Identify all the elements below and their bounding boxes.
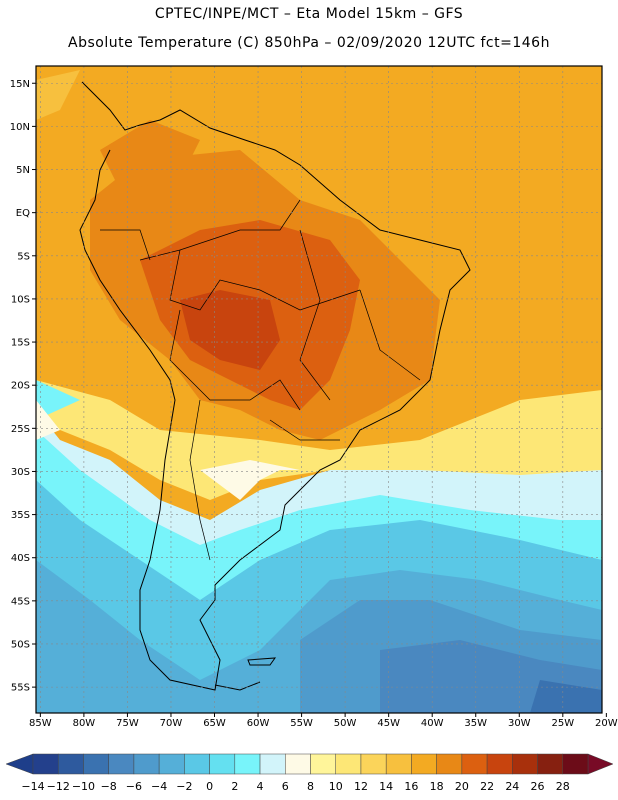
colorbar: −14 −12 −10 −8 −6 −4 −2 0 2 4 6 8 10 12 14 16 18 20 22 24 26… xyxy=(5,753,614,793)
colorbar-swatch xyxy=(411,753,437,775)
lat-label: 25S xyxy=(11,424,30,435)
colorbar-label: 16 xyxy=(404,780,418,793)
lon-label: 35W xyxy=(464,718,487,729)
lon-label: 65W xyxy=(203,718,226,729)
colorbar-label: 12 xyxy=(354,780,368,793)
colorbar-label: 8 xyxy=(307,780,314,793)
lon-label: 25W xyxy=(552,718,575,729)
lat-label: 50S xyxy=(11,639,30,650)
lon-label: 85W xyxy=(29,718,52,729)
colorbar-swatch xyxy=(209,753,236,775)
colorbar-swatch xyxy=(285,753,311,775)
lon-label: 70W xyxy=(160,718,183,729)
lon-label: 55W xyxy=(290,718,313,729)
lon-label: 60W xyxy=(247,718,270,729)
country-borders xyxy=(100,199,421,561)
colorbar-label: 24 xyxy=(505,780,519,793)
lat-label: 45S xyxy=(11,596,30,607)
colorbar-swatch xyxy=(108,753,135,775)
colorbar-label: −2 xyxy=(176,780,192,793)
longitude-labels: 85W 80W 75W 70W 65W 60W 55W 50W 45W 40W 35W 30W 25W 2… xyxy=(29,713,618,729)
colorbar-swatch xyxy=(360,753,387,775)
colorbar-swatch xyxy=(310,753,336,775)
colorbar-swatch xyxy=(57,753,84,775)
colorbar-swatch xyxy=(436,753,463,775)
lat-label: 20S xyxy=(11,381,30,392)
colorbar-swatch xyxy=(259,753,286,775)
colorbar-label: 10 xyxy=(329,780,343,793)
colorbar-swatch xyxy=(486,753,513,775)
colorbar-label: 18 xyxy=(430,780,444,793)
lat-label: 10S xyxy=(11,294,30,305)
gridlines xyxy=(36,66,602,713)
colorbar-label: 20 xyxy=(455,780,469,793)
colorbar-swatch xyxy=(184,753,210,775)
colorbar-label: 28 xyxy=(556,780,570,793)
colorbar-swatch xyxy=(133,753,160,775)
colorbar-low-arrow xyxy=(5,753,34,775)
colorbar-label: −8 xyxy=(101,780,117,793)
lat-label: 5S xyxy=(17,251,30,262)
colorbar-label: 22 xyxy=(480,780,494,793)
lat-label: EQ xyxy=(16,208,30,219)
title-line-2: Absolute Temperature (C) 850hPa – 02/09/… xyxy=(68,35,550,51)
colorbar-swatch xyxy=(562,753,589,775)
colorbar-label: 2 xyxy=(231,780,238,793)
colorbar-label: 14 xyxy=(379,780,393,793)
lon-label: 30W xyxy=(508,718,531,729)
lon-label: 50W xyxy=(334,718,357,729)
lat-label: 35S xyxy=(11,510,30,521)
colorbar-label: −10 xyxy=(72,780,95,793)
coastline xyxy=(79,81,471,691)
colorbar-swatch xyxy=(83,753,109,775)
lat-label: 10N xyxy=(10,122,30,133)
colorbar-high-arrow xyxy=(587,753,614,775)
colorbar-label: −12 xyxy=(47,780,70,793)
lon-label: 75W xyxy=(116,718,139,729)
temperature-field xyxy=(36,66,602,713)
title-line-1: CPTEC/INPE/MCT – Eta Model 15km – GFS xyxy=(154,6,464,22)
lon-label: 20W xyxy=(595,718,618,729)
colorbar-label: 6 xyxy=(282,780,289,793)
colorbar-swatch xyxy=(234,753,261,775)
colorbar-swatch xyxy=(158,753,185,775)
lon-label: 45W xyxy=(377,718,400,729)
lat-label: 5N xyxy=(16,165,30,176)
colorbar-label: 4 xyxy=(257,780,264,793)
latitude-labels: 15N 10N 5N EQ 5S 10S 15S 20S 25S 30S 35S 40S 45S 50S 5… xyxy=(10,79,36,694)
colorbar-swatch xyxy=(385,753,412,775)
lat-label: 30S xyxy=(11,467,30,478)
lat-label: 40S xyxy=(11,553,30,564)
colorbar-swatch xyxy=(32,753,59,775)
colorbar-swatch xyxy=(461,753,488,775)
colorbar-label: 26 xyxy=(531,780,545,793)
colorbar-label: −14 xyxy=(21,780,44,793)
map-frame xyxy=(35,65,603,714)
lat-label: 55S xyxy=(11,683,30,694)
lat-label: 15S xyxy=(11,338,30,349)
colorbar-swatch xyxy=(537,753,564,775)
lon-label: 40W xyxy=(421,718,444,729)
lon-label: 80W xyxy=(73,718,96,729)
colorbar-swatch xyxy=(512,753,538,775)
colorbar-swatch xyxy=(335,753,362,775)
colorbar-label: −4 xyxy=(151,780,167,793)
lat-label: 15N xyxy=(10,79,30,90)
colorbar-label: −6 xyxy=(126,780,142,793)
colorbar-label: 0 xyxy=(206,780,213,793)
